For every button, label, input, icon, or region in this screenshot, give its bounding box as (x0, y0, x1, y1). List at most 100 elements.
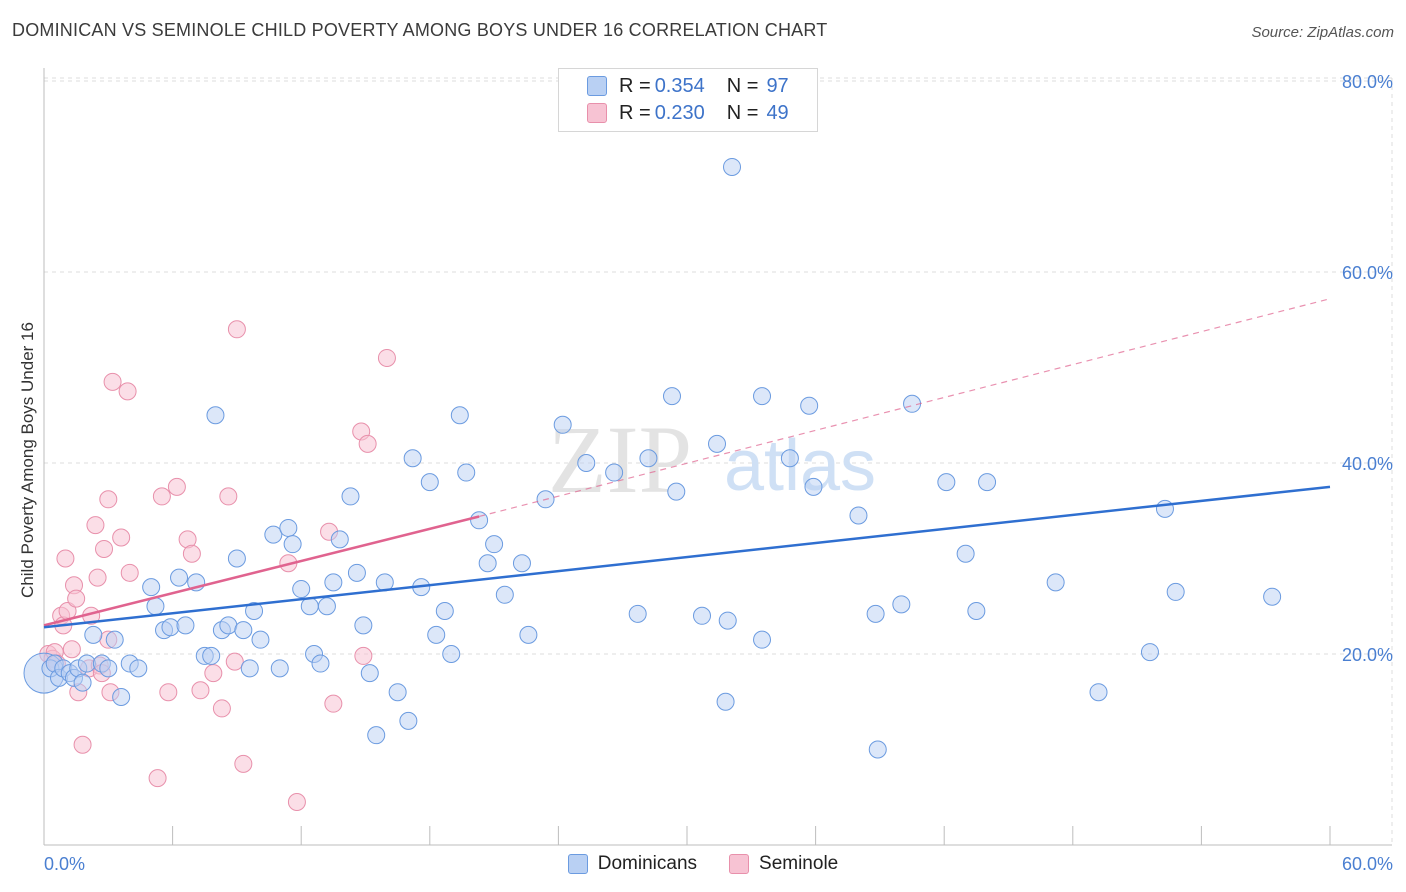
dominican-point (605, 463, 624, 482)
dominican-point (300, 597, 319, 616)
dominican-point (112, 687, 131, 706)
dominican-point (77, 654, 96, 673)
dominican-point (311, 654, 330, 673)
legend-item-dominicans[interactable]: Dominicans (567, 853, 698, 875)
dominican-point (170, 568, 189, 587)
trend-lines (43, 298, 1331, 629)
dominican-point (450, 406, 469, 425)
dominican-point (868, 740, 887, 759)
seminole-r-label: R = (619, 101, 651, 124)
seminole-points (39, 320, 396, 812)
legend-row-dominicans: R = 0.354 N = 97 (587, 74, 789, 98)
dominican-point (264, 525, 283, 544)
dominican-point (161, 618, 180, 637)
dominican-point (283, 535, 302, 554)
dominican-point (512, 554, 531, 573)
seminole-point (62, 640, 81, 659)
dominican-point (470, 511, 489, 530)
dominican-point (780, 449, 799, 468)
dominican-point (324, 573, 343, 592)
seminole-point (167, 477, 186, 496)
seminole-point (112, 528, 131, 547)
dominican-point (202, 646, 221, 665)
dominican-point (1166, 582, 1185, 601)
dominicans-legend-label: Dominicans (597, 853, 698, 874)
dominican-point (553, 415, 572, 434)
dominican-point (892, 595, 911, 614)
seminole-swatch (587, 103, 607, 123)
dominican-point (800, 396, 819, 415)
dominican-point (967, 602, 986, 621)
legend-item-seminole[interactable]: Seminole (729, 853, 838, 875)
dominican-point (866, 604, 885, 623)
dominicans-n-value: 97 (766, 74, 789, 97)
dominican-point (73, 673, 92, 692)
dominican-point (716, 692, 735, 711)
seminole-point (377, 348, 396, 367)
dominican-point (435, 602, 454, 621)
seminole-point (182, 544, 201, 563)
watermark: ZIP atlas (548, 406, 876, 513)
seminole-point (86, 516, 105, 535)
seminole-point (212, 699, 231, 718)
dominican-point (227, 549, 246, 568)
dominican-point (420, 473, 439, 492)
grid-layer (44, 77, 1393, 845)
dominican-point (206, 406, 225, 425)
dominican-point (478, 554, 497, 573)
dominican-point (367, 726, 386, 745)
axis-layer (43, 68, 1392, 846)
dominican-point (804, 477, 823, 496)
dominican-point (427, 625, 446, 644)
stats-legend: R = 0.354 N = 97 R = 0.230 N = 49 (558, 68, 818, 132)
dominican-point (270, 659, 289, 678)
dominican-point (245, 602, 264, 621)
y-tick-label: 60.0% (1342, 263, 1393, 283)
dominican-point (577, 454, 596, 472)
dominicans-r-label: R = (619, 74, 651, 97)
dominican-point (753, 387, 772, 406)
watermark-atlas: atlas (724, 426, 876, 506)
seminole-trend-extension (478, 298, 1331, 518)
dominican-point (849, 506, 868, 525)
seminole-trend-line (43, 515, 480, 627)
dominican-point (341, 487, 360, 506)
dominican-point (485, 535, 504, 554)
dominican-point (495, 585, 514, 604)
seminole-point (287, 793, 306, 812)
dominican-point (251, 630, 270, 649)
dominicans-r-value: 0.354 (654, 74, 705, 97)
dominican-point (403, 449, 422, 468)
dominican-point (667, 482, 686, 501)
dominican-point (142, 578, 161, 597)
seminole-point (191, 681, 210, 700)
dominican-point (1089, 683, 1108, 702)
dominican-point (330, 530, 349, 549)
y-tick-label: 80.0% (1342, 72, 1393, 92)
seminole-point (73, 735, 92, 754)
seminole-n-value: 49 (766, 101, 789, 124)
tick-labels: 20.0% 40.0% 60.0% 80.0% 0.0% 60.0% (44, 72, 1393, 874)
y-tick-label: 20.0% (1342, 645, 1393, 665)
dominican-point (240, 659, 259, 678)
seminole-point (204, 664, 223, 683)
seminole-legend-swatch (729, 854, 750, 874)
seminole-r-value: 0.230 (654, 101, 705, 124)
dominican-point (234, 621, 253, 640)
y-tick-label: 40.0% (1342, 454, 1393, 474)
dominican-point (693, 606, 712, 625)
dominican-point (292, 580, 311, 599)
dominican-point (628, 604, 647, 623)
dominican-trend-line (43, 485, 1331, 629)
dominican-point (718, 611, 737, 630)
dominican-point (347, 563, 366, 582)
dominican-point (753, 630, 772, 649)
seminole-point (56, 549, 75, 568)
seminole-point (118, 382, 137, 401)
dominican-point (99, 659, 118, 678)
seminole-point (67, 589, 86, 608)
seminole-point (219, 487, 238, 506)
dominican-point (1263, 587, 1282, 606)
dominican-point (84, 625, 103, 644)
